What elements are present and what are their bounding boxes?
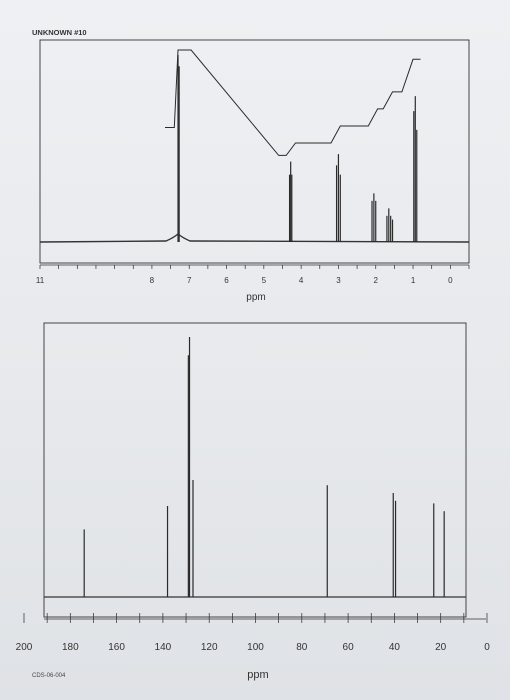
h-nmr-x-axis-label: ppm [246, 292, 265, 303]
h-nmr-tick-label: 2 [374, 276, 379, 285]
c-nmr-tick-label: 160 [108, 642, 125, 653]
h-nmr-frame [39, 39, 470, 264]
h-nmr-baseline [39, 233, 470, 243]
h-nmr-tick-label: 11 [36, 276, 45, 285]
c-nmr-tick-label: 60 [343, 642, 355, 653]
c-nmr-tick-label: 100 [247, 642, 264, 653]
c-nmr-tick-label: 200 [16, 642, 33, 653]
c-nmr-tick-label: 140 [155, 642, 172, 653]
c-nmr-frame [43, 322, 467, 618]
c-nmr-tick-label: 120 [201, 642, 218, 653]
h-nmr-integral-curve [165, 49, 421, 156]
c-nmr-tick-label: 20 [435, 642, 447, 653]
h-nmr-tick-label: 7 [187, 276, 192, 285]
h-nmr-tick-label: 5 [262, 276, 267, 285]
h-nmr-tick-label: 8 [150, 276, 155, 285]
h-nmr-tick-label: 0 [448, 276, 453, 285]
h-nmr-peaks [177, 55, 418, 242]
c-nmr-x-ticks: 200 180 160 140 120 100 80 60 40 20 0 [16, 613, 490, 653]
c-nmr-tick-label: 180 [62, 642, 79, 653]
c-nmr-chart: 200 180 160 140 120 100 80 60 40 20 0 ppm [16, 322, 490, 681]
h-nmr-tick-label: 4 [299, 276, 304, 285]
h-nmr-integral-line [165, 49, 421, 156]
h-nmr-tick-label: 3 [336, 276, 341, 285]
c-nmr-peaks [83, 337, 445, 597]
h-nmr-tick-label: 6 [224, 276, 229, 285]
c-nmr-tick-label: 40 [389, 642, 401, 653]
c-nmr-tick-label: 80 [296, 642, 308, 653]
footer-code: CDS-06-004 [32, 673, 66, 679]
c-nmr-x-axis-label: ppm [247, 669, 268, 681]
c-nmr-tick-label: 0 [484, 642, 490, 653]
h-nmr-chart: 11 8 7 6 5 4 3 2 1 0 ppm [36, 39, 470, 303]
h-nmr-x-ticks: 11 8 7 6 5 4 3 2 1 0 [36, 265, 470, 285]
h-nmr-tick-label: 1 [411, 276, 416, 285]
page-title: UNKNOWN #10 [32, 28, 87, 37]
